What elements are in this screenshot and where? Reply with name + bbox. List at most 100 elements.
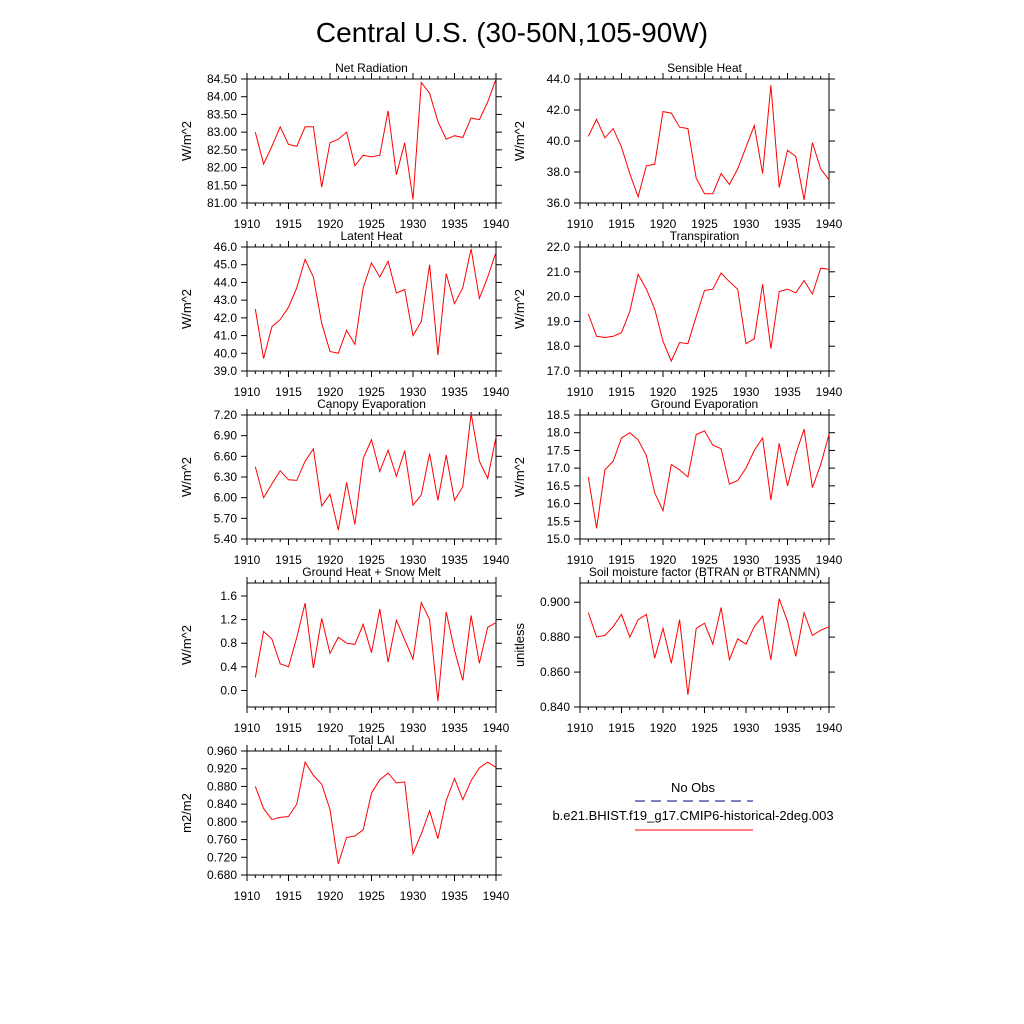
x-tick-label: 1930 xyxy=(400,217,427,231)
y-tick-label: 17.0 xyxy=(547,364,571,378)
y-tick-label: 19.0 xyxy=(547,314,571,328)
y-tick-label: 82.50 xyxy=(207,143,237,157)
x-tick-label: 1940 xyxy=(816,217,843,231)
x-tick-label: 1940 xyxy=(483,553,510,567)
series-line xyxy=(587,598,830,695)
y-tick-label: 6.90 xyxy=(214,429,238,443)
x-tick-label: 1915 xyxy=(608,553,635,567)
y-tick-label: 0.880 xyxy=(540,630,570,644)
y-tick-label: 81.00 xyxy=(207,196,237,210)
y-tick-label: 16.0 xyxy=(547,497,571,511)
y-tick-label: 18.5 xyxy=(547,408,571,422)
x-tick-label: 1930 xyxy=(400,721,427,735)
x-tick-label: 1940 xyxy=(816,553,843,567)
x-tick-label: 1930 xyxy=(733,385,760,399)
x-tick-label: 1915 xyxy=(275,217,302,231)
series-line xyxy=(587,85,830,200)
x-tick-label: 1915 xyxy=(275,889,302,903)
plot-frame xyxy=(579,78,830,204)
chart-panel: Ground Heat + Snow Melt 1910 1915 1920 1925 1… xyxy=(179,565,510,735)
y-tick-label: 0.8 xyxy=(220,636,237,650)
y-tick-label: 1.6 xyxy=(220,589,237,603)
y-tick-label: 0.680 xyxy=(207,868,237,882)
page-title: Central U.S. (30-50N,105-90W) xyxy=(316,17,708,48)
plot-frame xyxy=(246,414,497,540)
x-tick-label: 1920 xyxy=(317,889,344,903)
y-tick-label: 83.00 xyxy=(207,125,237,139)
y-tick-label: 6.60 xyxy=(214,449,238,463)
x-tick-label: 1925 xyxy=(358,889,385,903)
x-tick-label: 1935 xyxy=(441,889,468,903)
panel-title: Transpiration xyxy=(670,229,740,243)
plot-frame xyxy=(579,582,830,708)
plot-frame xyxy=(246,750,497,876)
panel-title: Soil moisture factor (BTRAN or BTRANMN) xyxy=(589,565,820,579)
y-tick-label: 15.5 xyxy=(547,514,571,528)
y-tick-label: 83.50 xyxy=(207,107,237,121)
y-tick-label: 21.0 xyxy=(547,265,571,279)
x-tick-label: 1925 xyxy=(358,721,385,735)
x-tick-label: 1920 xyxy=(317,553,344,567)
x-tick-label: 1930 xyxy=(400,889,427,903)
y-axis-label: W/m^2 xyxy=(179,457,194,497)
y-tick-label: 0.760 xyxy=(207,833,237,847)
x-tick-label: 1920 xyxy=(650,217,677,231)
chart-panel: Latent Heat 1910 1915 1920 1925 1930 1935 1940 3… xyxy=(179,229,510,399)
panel-title: Latent Heat xyxy=(340,229,403,243)
y-tick-label: 0.4 xyxy=(220,660,237,674)
x-tick-label: 1910 xyxy=(567,385,594,399)
series-line xyxy=(254,78,497,200)
x-tick-label: 1940 xyxy=(483,385,510,399)
y-tick-label: 17.0 xyxy=(547,461,571,475)
x-tick-label: 1910 xyxy=(234,721,261,735)
y-tick-label: 0.960 xyxy=(207,744,237,758)
y-tick-label: 0.860 xyxy=(540,665,570,679)
x-tick-label: 1935 xyxy=(441,217,468,231)
series-line xyxy=(254,413,497,531)
y-tick-label: 16.5 xyxy=(547,479,571,493)
y-tick-label: 0.840 xyxy=(207,797,237,811)
chart-panel: Soil moisture factor (BTRAN or BTRANMN) 1… xyxy=(512,565,843,735)
x-tick-label: 1915 xyxy=(275,721,302,735)
y-tick-label: 6.00 xyxy=(214,491,238,505)
chart-panel: Canopy Evaporation 1910 1915 1920 1925 1930 19… xyxy=(179,397,510,567)
y-axis-label: W/m^2 xyxy=(512,457,527,497)
x-tick-label: 1930 xyxy=(733,217,760,231)
chart-panel: Total LAI 1910 1915 1920 1925 1930 1935 1940 0.6… xyxy=(179,733,510,903)
panel-title: Ground Heat + Snow Melt xyxy=(302,565,441,579)
legend-obs-label: No Obs xyxy=(671,780,716,795)
series-line xyxy=(587,267,830,363)
x-tick-label: 1910 xyxy=(567,553,594,567)
x-tick-label: 1925 xyxy=(358,217,385,231)
x-tick-label: 1935 xyxy=(441,553,468,567)
y-axis-label: W/m^2 xyxy=(512,289,527,329)
panel-title: Sensible Heat xyxy=(667,61,742,75)
x-tick-label: 1915 xyxy=(608,385,635,399)
x-tick-label: 1925 xyxy=(691,385,718,399)
y-tick-label: 1.2 xyxy=(220,613,237,627)
panel-title: Total LAI xyxy=(348,733,395,747)
chart-panel: Ground Evaporation 1910 1915 1920 1925 1930 19… xyxy=(512,397,843,567)
y-tick-label: 43.0 xyxy=(214,293,238,307)
x-tick-label: 1925 xyxy=(691,553,718,567)
legend: No Obs b.e21.BHIST.f19_g17.CMIP6-histori… xyxy=(552,780,834,831)
x-tick-label: 1910 xyxy=(234,553,261,567)
x-tick-label: 1930 xyxy=(733,553,760,567)
y-tick-label: 5.40 xyxy=(214,532,238,546)
x-tick-label: 1940 xyxy=(483,217,510,231)
y-tick-label: 82.00 xyxy=(207,161,237,175)
y-tick-label: 42.0 xyxy=(547,103,571,117)
y-tick-label: 18.0 xyxy=(547,426,571,440)
x-tick-label: 1930 xyxy=(400,385,427,399)
x-tick-label: 1920 xyxy=(650,553,677,567)
panels-group: Net Radiation 1910 1915 1920 1925 1930 1935 194… xyxy=(179,61,843,903)
y-tick-label: 0.720 xyxy=(207,850,237,864)
chart-panel: Sensible Heat 1910 1915 1920 1925 1930 1935 194… xyxy=(512,61,843,231)
y-axis-label: W/m^2 xyxy=(512,121,527,161)
y-tick-label: 0.900 xyxy=(540,595,570,609)
y-tick-label: 81.50 xyxy=(207,178,237,192)
x-tick-label: 1915 xyxy=(275,553,302,567)
chart-panel: Net Radiation 1910 1915 1920 1925 1930 1935 194… xyxy=(179,61,510,231)
x-tick-label: 1935 xyxy=(774,385,801,399)
